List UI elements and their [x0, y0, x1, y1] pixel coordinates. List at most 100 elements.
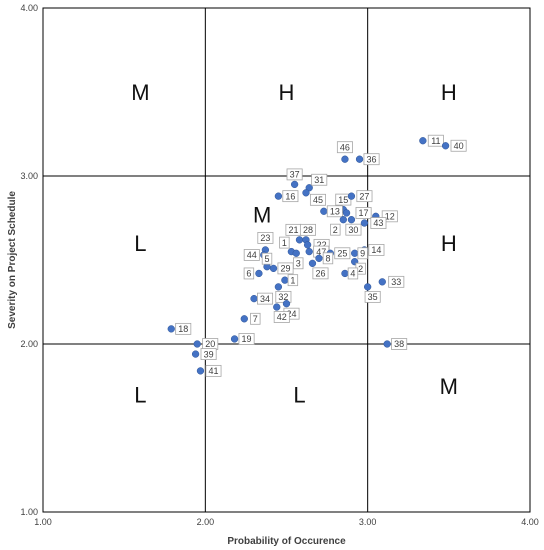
data-point-label: 39	[204, 349, 214, 359]
data-point-label: 1	[290, 275, 295, 285]
data-point-marker	[282, 300, 291, 308]
y-tick-label: 1.00	[20, 507, 38, 517]
data-point-label: 18	[178, 324, 188, 334]
data-point-label: 43	[373, 218, 383, 228]
data-point-marker	[305, 247, 313, 256]
data-point-label-box	[363, 153, 380, 166]
axis-tick-labels: 1.00 2.00 3.00 4.00 1.00 2.00 3.00 4.00	[20, 3, 538, 527]
data-point-marker	[351, 249, 359, 257]
gridlines	[43, 8, 530, 512]
data-point-label: 14	[371, 245, 381, 255]
y-axis-title: Severity on Project Schedule	[7, 191, 18, 329]
plot-area-border	[42, 7, 531, 513]
data-point-label-box	[273, 311, 290, 323]
data-point-label-box	[364, 290, 381, 303]
data-point-label-box	[277, 262, 294, 275]
data-point-label: 28	[303, 225, 313, 235]
data-point-marker	[419, 137, 427, 145]
data-point-marker	[196, 367, 205, 375]
risk-zone-label: L	[134, 382, 146, 407]
data-point-label: 45	[313, 195, 323, 205]
data-point-label: 31	[314, 175, 324, 185]
data-point-label: 6	[246, 269, 251, 279]
data-point-marker	[378, 278, 386, 286]
data-point-label-box	[322, 252, 334, 265]
data-point-label: 44	[247, 250, 257, 260]
data-point-label: 30	[348, 225, 358, 235]
data-point-label: 34	[260, 294, 270, 304]
data-point-label: 26	[315, 269, 325, 279]
y-tick-label: 4.00	[20, 3, 38, 13]
data-point-label: 22	[317, 240, 327, 250]
data-point-label-box	[205, 364, 222, 377]
data-point-marker	[347, 216, 356, 224]
data-point-label: 41	[208, 366, 218, 376]
data-point-label-box	[286, 168, 303, 181]
data-point-label-box	[370, 217, 387, 229]
data-point-label: 20	[205, 339, 215, 349]
data-point-label-box	[345, 223, 362, 236]
data-point-label: 46	[340, 142, 350, 152]
data-point-label: 21	[288, 225, 298, 235]
data-point-label-box	[243, 249, 260, 261]
risk-zone-label: L	[134, 231, 146, 256]
data-point-label-box	[200, 348, 217, 360]
data-point-label-box	[282, 190, 299, 203]
data-point-label-box	[368, 244, 385, 256]
data-point-label: 3	[296, 258, 301, 268]
data-point-marker	[342, 209, 351, 217]
data-point-label: 2	[358, 264, 363, 274]
data-point-label-box	[309, 193, 326, 206]
data-point-label: 35	[368, 292, 378, 302]
data-point-marker	[341, 155, 349, 163]
data-point-marker	[339, 216, 347, 224]
data-point-marker	[295, 236, 304, 244]
data-point-label-box	[391, 338, 408, 350]
risk-zone-label: M	[131, 80, 149, 105]
data-point-label-box	[279, 236, 290, 249]
x-tick-label: 2.00	[197, 517, 215, 527]
data-point-label: 19	[242, 334, 252, 344]
risk-zone-labels: M H H L M H L L M	[131, 80, 458, 407]
data-point-marker	[320, 207, 328, 215]
x-tick-label: 1.00	[34, 517, 52, 527]
risk-zone-label: H	[279, 80, 295, 105]
data-point-label-box	[330, 223, 341, 236]
data-point-label: 7	[253, 314, 258, 324]
data-point-marker	[360, 219, 369, 227]
data-point-label: 2	[333, 225, 338, 235]
data-point-label-box	[175, 322, 192, 335]
data-point-label-box	[238, 333, 255, 345]
data-point-label: 40	[454, 141, 464, 151]
data-point-label-box	[312, 267, 329, 280]
data-point-label-box	[355, 207, 372, 219]
data-point-label-box	[287, 274, 299, 287]
data-point-label-box	[336, 141, 353, 154]
data-point-label: 17	[359, 208, 369, 218]
data-point-label: 12	[385, 212, 395, 222]
data-point-label: 24	[286, 309, 296, 319]
data-point-label-box	[243, 267, 255, 280]
data-point-marker	[364, 283, 372, 291]
data-point-label: 29	[281, 264, 291, 274]
data-point-label-box	[250, 312, 261, 325]
data-point-marker	[383, 340, 391, 348]
data-point-label: 25	[337, 248, 347, 258]
risk-zone-label: M	[253, 203, 271, 228]
data-point-marker	[302, 189, 310, 197]
data-point-marker	[441, 142, 450, 150]
data-point-marker	[355, 155, 364, 163]
data-point-label: 47	[316, 247, 326, 257]
x-tick-label: 4.00	[521, 517, 539, 527]
data-point-label-box	[311, 173, 328, 186]
data-point-label: 8	[325, 254, 330, 264]
risk-zone-label: H	[441, 231, 457, 256]
data-point-label: 15	[338, 195, 348, 205]
data-point-label-box	[257, 292, 274, 305]
data-point-label-box	[334, 247, 351, 260]
data-point-label-box	[257, 232, 274, 244]
data-point-marker	[315, 254, 323, 262]
data-point-label-box	[388, 275, 405, 288]
